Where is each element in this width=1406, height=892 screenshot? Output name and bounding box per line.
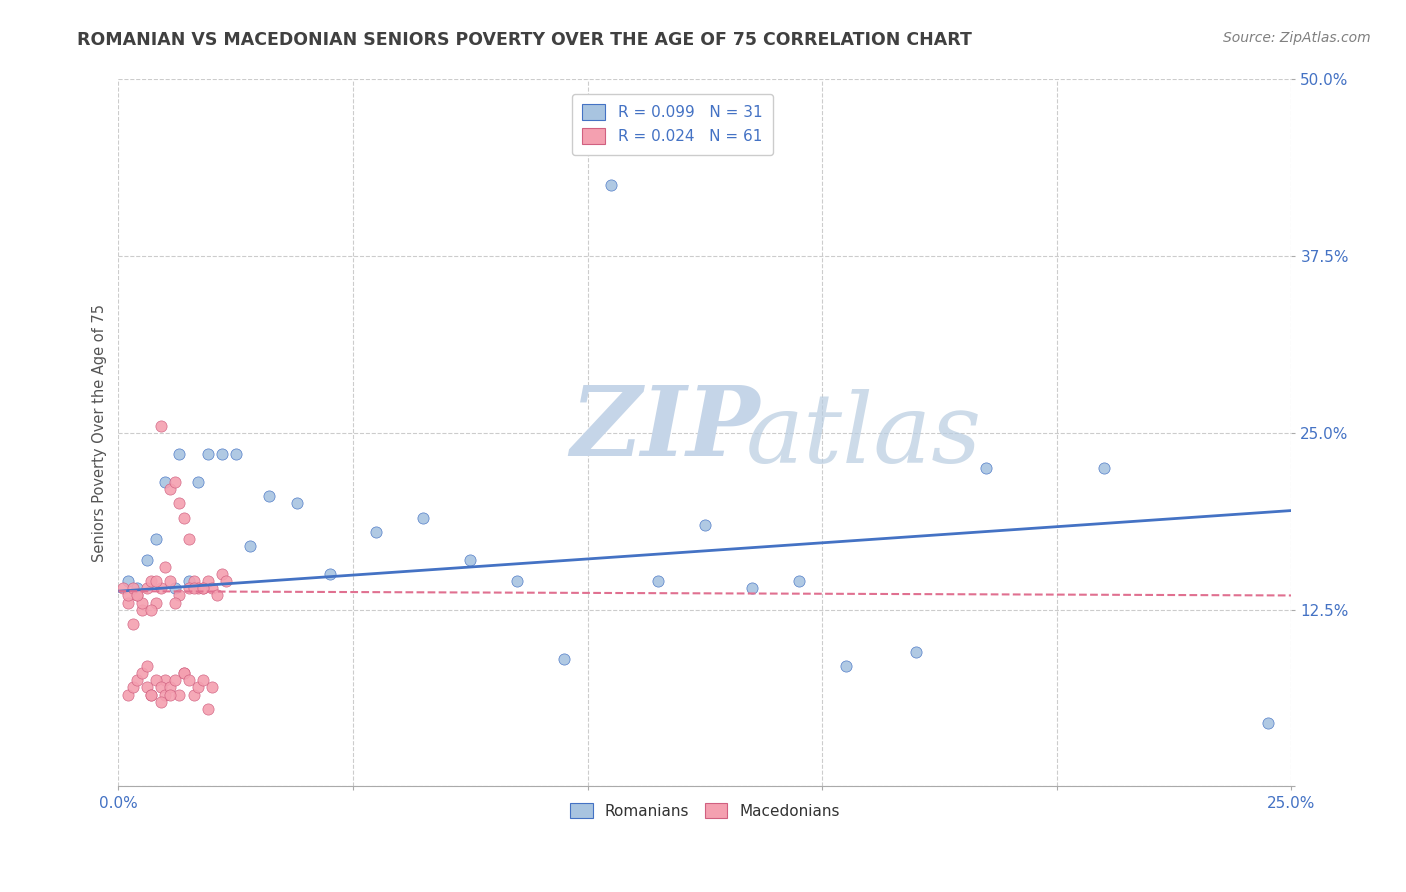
Point xyxy=(904,645,927,659)
Point xyxy=(159,574,181,589)
Point xyxy=(506,574,529,589)
Point xyxy=(127,582,149,596)
Legend: Romanians, Macedonians: Romanians, Macedonians xyxy=(564,797,846,825)
Point xyxy=(225,447,247,461)
Point xyxy=(647,574,669,589)
Point xyxy=(257,490,280,504)
Point xyxy=(135,659,157,673)
Point xyxy=(145,595,167,609)
Point xyxy=(169,589,191,603)
Point xyxy=(131,602,153,616)
Point xyxy=(145,532,167,546)
Point xyxy=(112,582,135,596)
Point xyxy=(183,574,205,589)
Point xyxy=(169,447,191,461)
Point xyxy=(173,510,195,524)
Point xyxy=(159,483,181,497)
Point xyxy=(177,673,200,688)
Point xyxy=(121,582,143,596)
Point xyxy=(169,688,191,702)
Point xyxy=(173,666,195,681)
Point xyxy=(197,447,219,461)
Point xyxy=(173,666,195,681)
Point xyxy=(211,567,233,582)
Point xyxy=(191,582,214,596)
Point xyxy=(117,589,139,603)
Point xyxy=(205,589,228,603)
Point xyxy=(155,560,177,574)
Point xyxy=(145,574,167,589)
Point xyxy=(135,553,157,567)
Point xyxy=(197,701,219,715)
Point xyxy=(366,524,388,539)
Point xyxy=(183,688,205,702)
Point xyxy=(149,418,172,433)
Point xyxy=(183,582,205,596)
Point xyxy=(135,681,157,695)
Point xyxy=(121,681,143,695)
Point xyxy=(458,553,481,567)
Point xyxy=(117,595,139,609)
Point xyxy=(169,496,191,510)
Text: ROMANIAN VS MACEDONIAN SENIORS POVERTY OVER THE AGE OF 75 CORRELATION CHART: ROMANIAN VS MACEDONIAN SENIORS POVERTY O… xyxy=(77,31,972,49)
Point xyxy=(145,673,167,688)
Point xyxy=(177,532,200,546)
Point xyxy=(215,574,238,589)
Text: Source: ZipAtlas.com: Source: ZipAtlas.com xyxy=(1223,31,1371,45)
Point xyxy=(693,517,716,532)
Point xyxy=(163,475,186,490)
Point xyxy=(191,582,214,596)
Point xyxy=(117,574,139,589)
Point xyxy=(117,688,139,702)
Point xyxy=(163,595,186,609)
Point xyxy=(159,681,181,695)
Point xyxy=(141,688,163,702)
Point xyxy=(163,673,186,688)
Point xyxy=(159,688,181,702)
Point xyxy=(149,695,172,709)
Point xyxy=(834,659,856,673)
Point xyxy=(187,475,209,490)
Point xyxy=(600,178,623,193)
Point xyxy=(141,688,163,702)
Point xyxy=(127,589,149,603)
Point xyxy=(191,673,214,688)
Point xyxy=(318,567,340,582)
Point xyxy=(976,461,998,475)
Text: ZIP: ZIP xyxy=(569,382,759,476)
Point xyxy=(187,582,209,596)
Point xyxy=(201,681,224,695)
Point xyxy=(239,539,262,553)
Point xyxy=(121,616,143,631)
Point xyxy=(163,582,186,596)
Point xyxy=(141,602,163,616)
Point xyxy=(1092,461,1115,475)
Point xyxy=(131,666,153,681)
Y-axis label: Seniors Poverty Over the Age of 75: Seniors Poverty Over the Age of 75 xyxy=(93,304,107,562)
Point xyxy=(155,475,177,490)
Point xyxy=(141,574,163,589)
Point xyxy=(149,582,172,596)
Point xyxy=(127,589,149,603)
Point xyxy=(149,681,172,695)
Point xyxy=(197,574,219,589)
Point xyxy=(285,496,308,510)
Point xyxy=(211,447,233,461)
Point xyxy=(177,582,200,596)
Point xyxy=(201,582,224,596)
Point xyxy=(412,510,434,524)
Point xyxy=(131,595,153,609)
Point xyxy=(187,681,209,695)
Point xyxy=(741,582,763,596)
Point xyxy=(135,582,157,596)
Text: atlas: atlas xyxy=(747,389,981,483)
Point xyxy=(1257,715,1279,730)
Point xyxy=(155,673,177,688)
Point xyxy=(177,574,200,589)
Point xyxy=(127,673,149,688)
Point xyxy=(553,652,575,666)
Point xyxy=(787,574,810,589)
Point xyxy=(155,688,177,702)
